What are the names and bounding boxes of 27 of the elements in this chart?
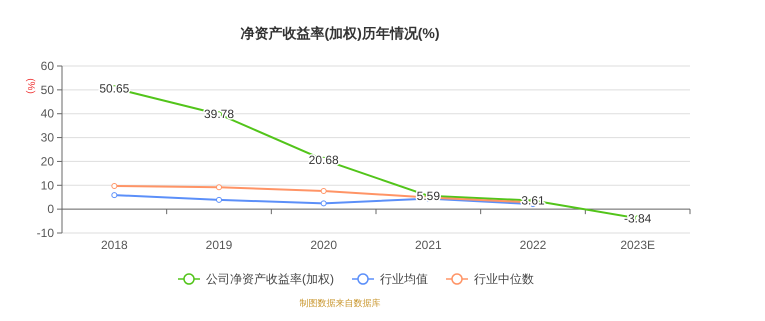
x-tick-label: 2018 — [100, 238, 128, 252]
x-tick-label: 2022 — [520, 238, 547, 252]
data-label: 5.59 — [416, 188, 440, 203]
x-tick-label: 2021 — [414, 238, 442, 252]
point — [111, 183, 118, 189]
legend-label: 公司净资产收益率(加权) — [206, 272, 334, 286]
y-tick-label: 10 — [40, 178, 54, 192]
y-tick-label: 60 — [40, 59, 54, 73]
y-tick-label: 30 — [40, 130, 54, 145]
point — [216, 196, 222, 203]
point — [216, 184, 222, 190]
y-tick-label: 0 — [47, 202, 54, 216]
legend-label: 行业均值 — [380, 272, 428, 286]
y-tick-label: 40 — [40, 106, 54, 121]
x-tick-label: 2020 — [310, 238, 338, 252]
y-tick-label: -10 — [36, 226, 54, 240]
legend-label: 行业中位数 — [474, 272, 534, 286]
y-tick-label: 50 — [40, 82, 54, 97]
x-tick-label: 2019 — [206, 238, 233, 252]
text: 制图数据来自数据库 — [300, 298, 380, 308]
point — [320, 200, 327, 206]
chart-title: 净资产收益率(加权)历年情况(%) — [240, 25, 440, 41]
y-axis-title: (%) — [25, 78, 36, 94]
point — [320, 188, 327, 194]
x-tick-label: 2023E — [620, 238, 656, 252]
point — [111, 192, 118, 198]
y-tick-label: 20 — [40, 154, 54, 168]
